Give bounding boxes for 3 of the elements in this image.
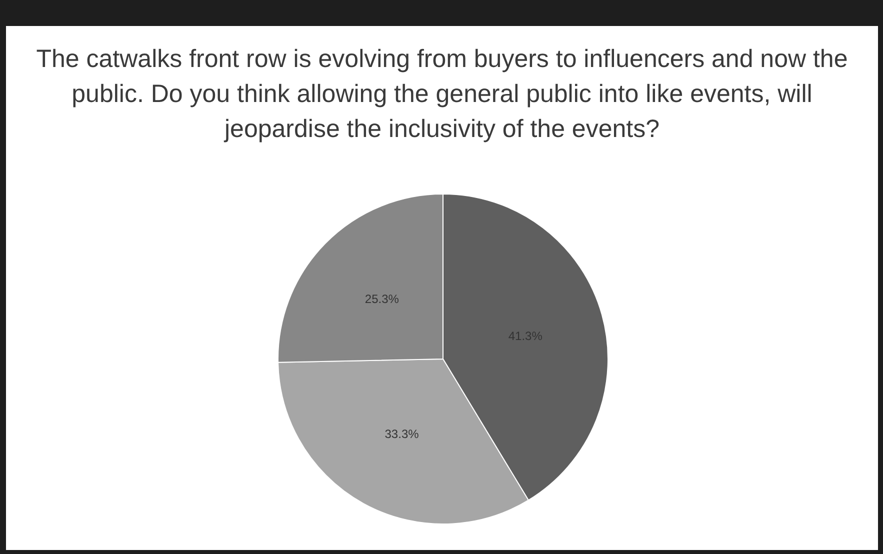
chart-title: The catwalks front row is evolving from buyers to influencers and now the public. Do you think allowing the general public into like events, will jeopardise the inclusivity of the events? [35, 44, 849, 145]
data-label: 25.3% [364, 292, 400, 306]
data-label: 33.3% [384, 426, 420, 441]
